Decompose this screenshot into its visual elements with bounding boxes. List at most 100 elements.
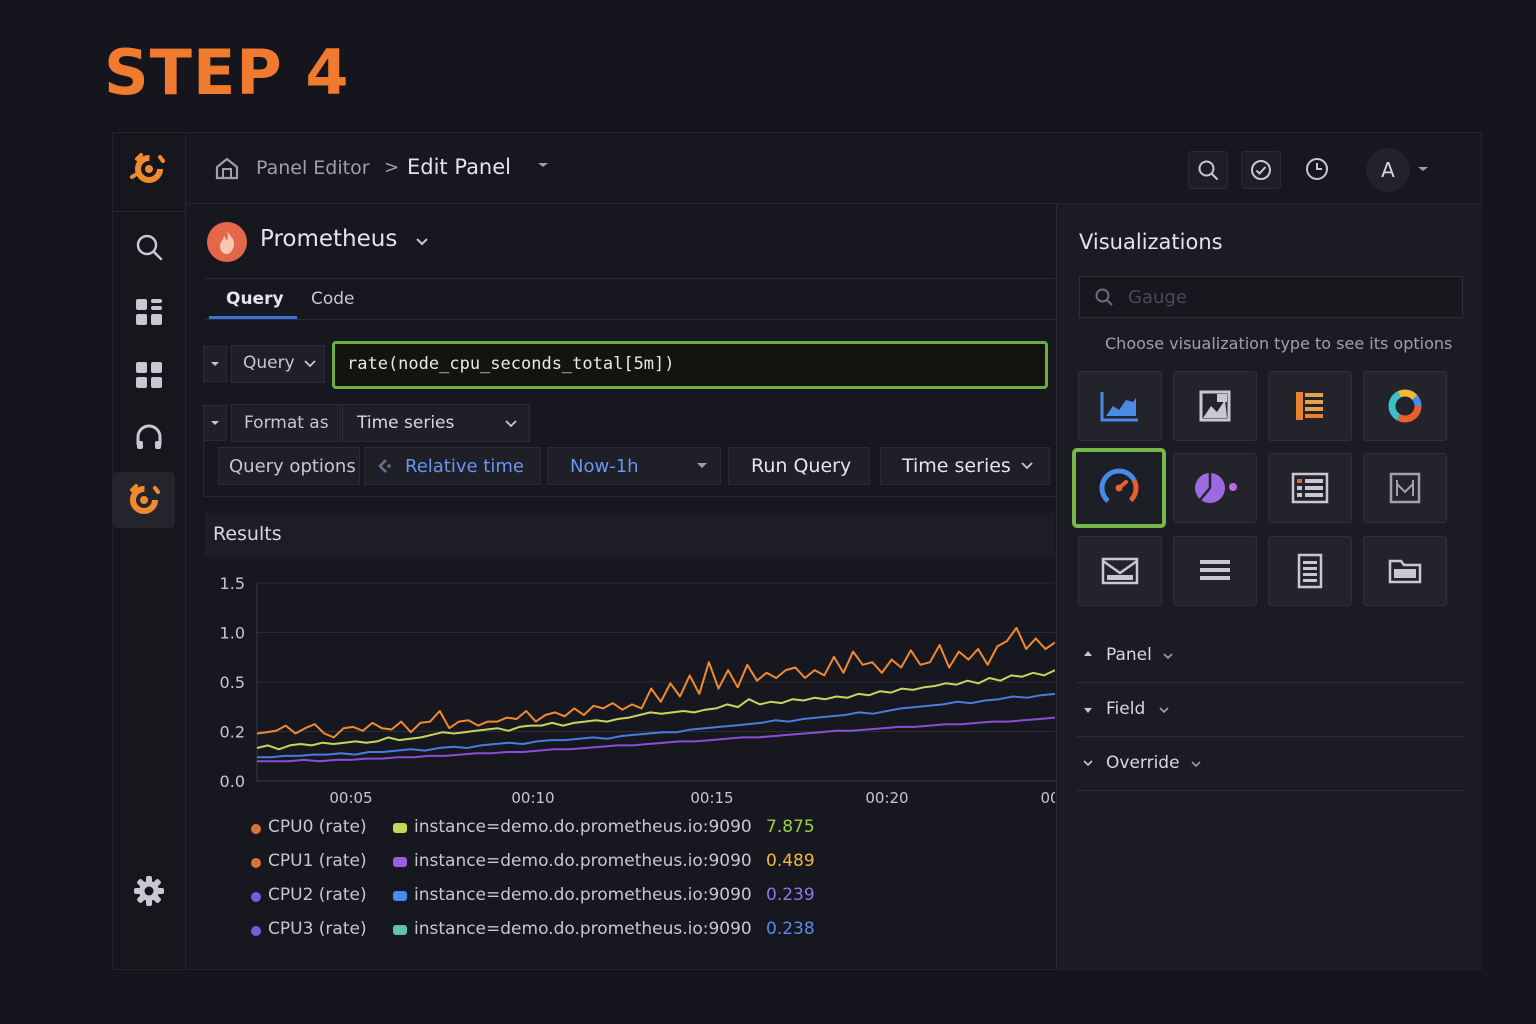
legend-color-swatch xyxy=(393,823,407,833)
legend-color-swatch xyxy=(393,857,407,867)
result-type-value: Time series xyxy=(902,455,1011,477)
check-circle-icon[interactable] xyxy=(1241,151,1281,189)
breadcrumb-separator: > xyxy=(384,157,400,178)
viz-tile-news[interactable] xyxy=(1078,536,1162,606)
expand-arrow-icon xyxy=(1083,760,1093,767)
section-override[interactable]: Override xyxy=(1077,737,1465,791)
y-tick-label: 1.0 xyxy=(220,624,245,643)
x-tick-label: 00:05 xyxy=(329,789,372,807)
viz-tile-time-series[interactable] xyxy=(1078,371,1162,441)
home-icon[interactable] xyxy=(214,155,240,185)
viz-tile-bar-gauge[interactable] xyxy=(1268,371,1352,441)
chevron-down-icon[interactable] xyxy=(1416,161,1430,180)
format-select[interactable]: Time series xyxy=(342,404,530,442)
format-value: Time series xyxy=(357,413,455,433)
collapse-toggle[interactable] xyxy=(203,346,227,382)
user-avatar[interactable]: A xyxy=(1366,148,1410,192)
legend-instance-label: instance=demo.do.prometheus.io:9090 xyxy=(414,919,752,939)
legend-dot xyxy=(251,892,261,902)
chevron-down-icon[interactable] xyxy=(415,233,429,252)
y-tick-label: 0.0 xyxy=(220,772,245,791)
viz-search-input[interactable] xyxy=(1126,283,1450,311)
time-range-select[interactable]: Now-1h xyxy=(547,447,721,485)
step-heading: STEP 4 xyxy=(104,36,350,109)
viz-tile-dashboard-list[interactable] xyxy=(1363,536,1447,606)
chevron-down-icon xyxy=(505,420,517,428)
results-header: Results xyxy=(205,513,1055,557)
polystat-icon xyxy=(1195,473,1237,503)
chevron-down-icon xyxy=(697,463,707,468)
x-tick-label: 00:15 xyxy=(690,789,733,807)
viz-tile-heatmap[interactable] xyxy=(1363,453,1447,523)
query-type-select[interactable]: Query xyxy=(231,345,325,383)
series-line-blue xyxy=(257,692,1055,759)
time-series-icon xyxy=(1100,392,1138,422)
viz-tile-text[interactable] xyxy=(1173,536,1257,606)
series-line-yellow-green xyxy=(256,669,1055,751)
chevron-down-icon xyxy=(1191,761,1201,768)
query-type-label: Query xyxy=(243,353,295,373)
y-tick-label: 0.5 xyxy=(220,673,245,692)
clock-icon[interactable] xyxy=(1298,151,1336,187)
chevron-down-icon[interactable] xyxy=(536,157,550,176)
legend-series-name: CPU2 (rate) xyxy=(268,885,367,905)
legend-instance-label: instance=demo.do.prometheus.io:9090 xyxy=(414,885,752,905)
relative-time-button[interactable]: Relative time xyxy=(364,447,541,485)
alerting-icon[interactable] xyxy=(125,413,173,461)
settings-gear-icon[interactable] xyxy=(125,867,173,915)
results-title: Results xyxy=(213,523,282,545)
folder-icon xyxy=(1388,559,1422,584)
heatmap-icon xyxy=(1389,472,1421,504)
section-override-label: Override xyxy=(1106,753,1180,773)
chevron-down-icon xyxy=(304,360,316,368)
chevron-down-icon xyxy=(1163,653,1173,660)
format-as-label: Format as xyxy=(231,404,341,442)
result-type-select[interactable]: Time series xyxy=(880,447,1050,485)
breadcrumb-panel-editor[interactable]: Panel Editor xyxy=(256,157,370,179)
chevron-down-icon xyxy=(1159,707,1169,714)
relative-time-icon xyxy=(378,459,391,473)
top-bar: Panel Editor > Edit Panel A xyxy=(186,133,1481,204)
grafana-logo-icon[interactable] xyxy=(125,145,173,193)
apps-grid-icon[interactable] xyxy=(125,351,173,399)
legend-instance-label: instance=demo.do.prometheus.io:9090 xyxy=(414,817,752,837)
query-options-label: Query options xyxy=(229,455,356,477)
search-icon[interactable] xyxy=(125,223,173,271)
tab-query[interactable]: Query xyxy=(226,289,284,309)
dashboards-icon[interactable] xyxy=(125,288,173,336)
tab-code[interactable]: Code xyxy=(311,289,355,309)
legend-value: 0.489 xyxy=(766,851,815,871)
x-tick-label: 00:20 xyxy=(865,789,908,807)
news-icon xyxy=(1101,557,1139,585)
sidebar xyxy=(113,133,186,969)
section-panel[interactable]: Panel xyxy=(1077,629,1465,683)
viz-tile-pie-chart[interactable] xyxy=(1363,371,1447,441)
search-icon[interactable] xyxy=(1188,151,1228,189)
x-tick-label: 00 xyxy=(1040,789,1055,807)
query-tabs: Query Code xyxy=(205,278,1055,320)
legend-series-name: CPU0 (rate) xyxy=(268,817,367,837)
table-icon xyxy=(1291,472,1329,504)
legend-series-name: CPU3 (rate) xyxy=(268,919,367,939)
viz-tile-gauge[interactable] xyxy=(1072,448,1166,528)
query-options-button[interactable]: Query options xyxy=(218,447,360,485)
search-icon xyxy=(1095,288,1113,306)
query-expression-input[interactable]: rate(node_cpu_seconds_total[5m]) xyxy=(332,341,1048,389)
legend-dot xyxy=(251,858,261,868)
legend-color-swatch xyxy=(393,891,407,901)
series-line-orange xyxy=(256,626,1055,739)
viz-tile-logs[interactable] xyxy=(1268,536,1352,606)
y-tick-label: 0.2 xyxy=(220,723,245,742)
collapse-toggle[interactable] xyxy=(203,405,227,441)
viz-tile-table[interactable] xyxy=(1268,453,1352,523)
viz-search-box[interactable] xyxy=(1079,276,1463,318)
viz-tile-polystat[interactable] xyxy=(1173,453,1257,523)
visualizations-title: Visualizations xyxy=(1079,230,1223,254)
viz-tile-stat[interactable] xyxy=(1173,371,1257,441)
run-query-button[interactable]: Run Query xyxy=(728,447,870,485)
grafana-active-nav-icon[interactable] xyxy=(113,472,175,528)
active-tab-indicator xyxy=(209,316,297,319)
legend-color-swatch xyxy=(393,925,407,935)
datasource-name[interactable]: Prometheus xyxy=(260,226,398,252)
section-field[interactable]: Field xyxy=(1077,683,1465,737)
